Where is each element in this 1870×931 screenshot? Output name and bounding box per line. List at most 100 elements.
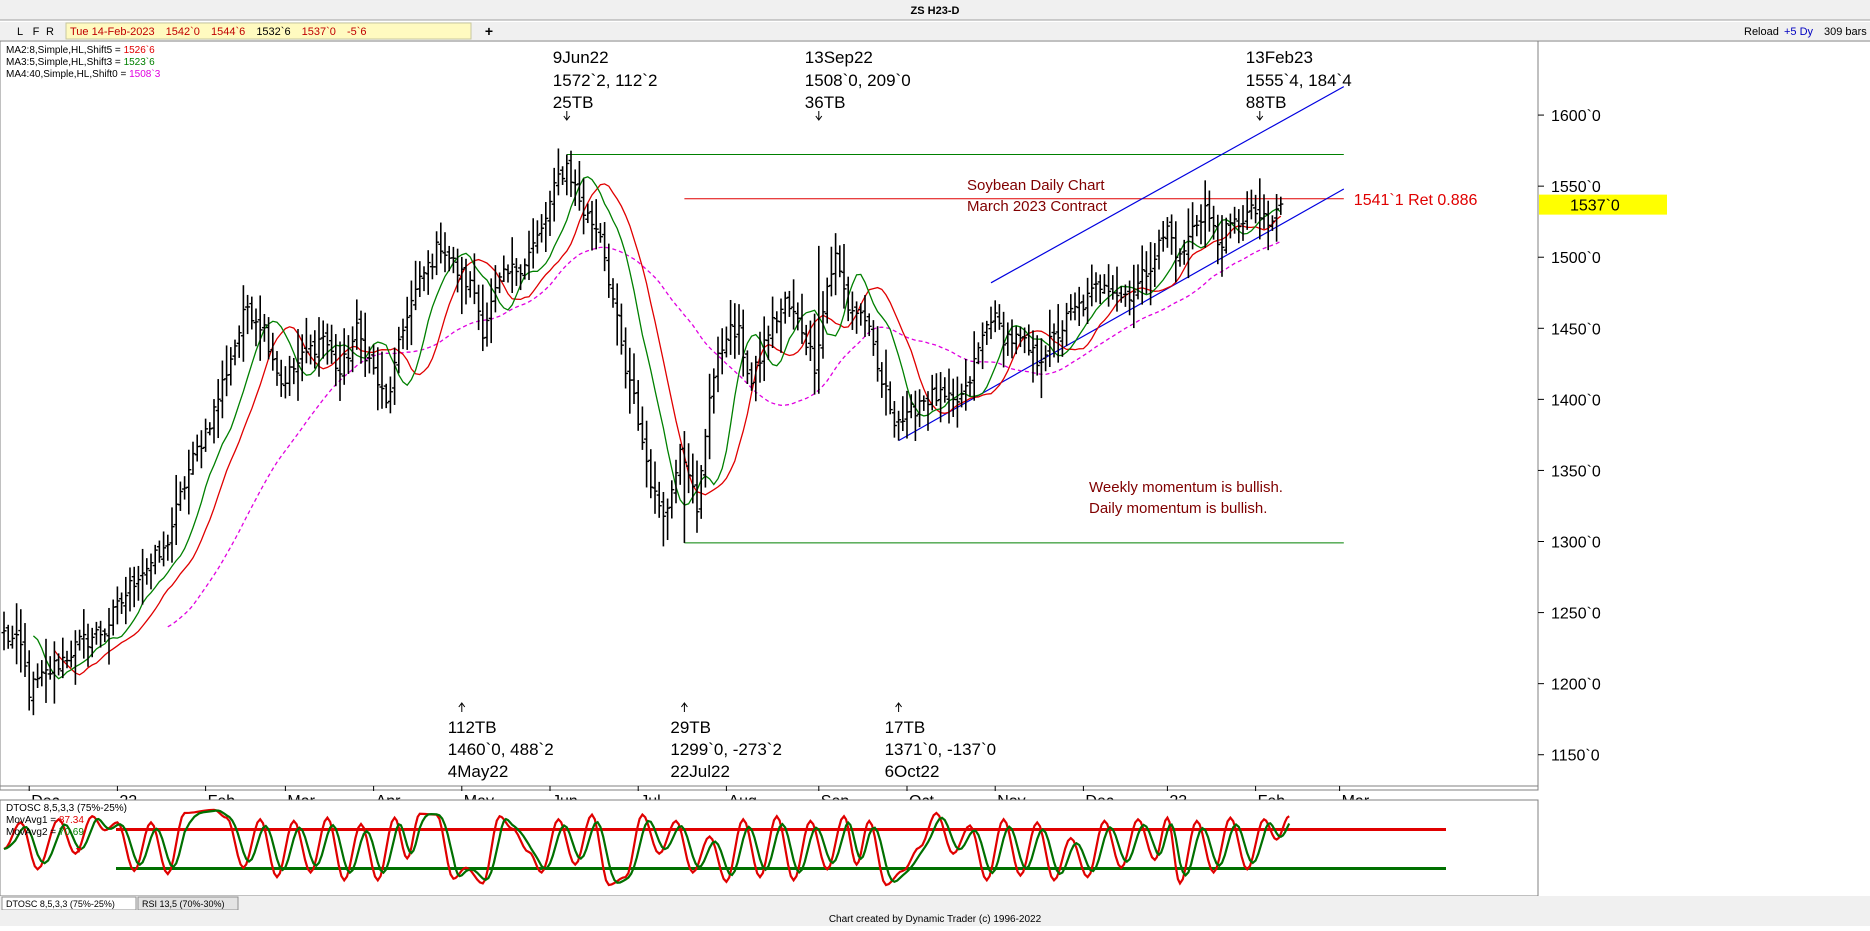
ohlc-bar (602, 222, 608, 272)
y-tick-label: 1600`0 (1551, 108, 1601, 125)
ohlc-bar (870, 320, 876, 356)
ohlc-bar (820, 291, 826, 359)
tab-dtosc[interactable]: DTOSC 8,5,3,3 (75%-25%) (1, 896, 137, 911)
low-pivot-date: 22Jul22 (670, 762, 730, 781)
ohlc-bar (1253, 194, 1259, 224)
ma-legend-value: 1523`6 (124, 56, 156, 68)
ohlc-bar (240, 285, 246, 362)
pivot-annotations: 9Jun22 1572`2, 112`2 25TB 13Sep22 1508`0, 20… (448, 48, 1352, 781)
ohlc-bar (723, 326, 729, 358)
ohlc-bar (707, 373, 713, 460)
ma-legend: MA2:8,Simple,HL,Shift5 = 1526`6MA3:5,Sim… (6, 44, 161, 80)
ohlc-bar (677, 443, 683, 485)
ohlc-bar (1076, 286, 1082, 326)
ohlc-bar (375, 347, 381, 411)
ohlc-bar (1160, 221, 1166, 252)
ma-legend-entry: MA3:5,Simple,HL,Shift3 = 1523`6 (6, 56, 155, 68)
y-tick-label: 1250`0 (1551, 606, 1601, 623)
ohlc-bar (513, 258, 519, 286)
ohlc-bar (623, 327, 629, 389)
ohlc-bar (274, 351, 280, 386)
ohlc-bar (47, 656, 53, 680)
ohlc-bar (266, 317, 272, 360)
ohlc-bar (648, 449, 654, 499)
quote-close: 1537`0 (302, 26, 336, 38)
ohlc-bar (929, 374, 935, 411)
ma-legend-entry: MA4:40,Simple,HL,Shift0 = 1508`3 (6, 68, 161, 80)
ma40-series (167, 240, 1282, 628)
footer-credit: Chart created by Dynamic Trader (c) 1996… (829, 914, 1042, 925)
ohlc-bar (791, 279, 797, 330)
ma8-line (53, 183, 1282, 676)
ohlc-bar (270, 332, 276, 371)
ohlc-bar (127, 567, 133, 612)
ohlc-bar (1026, 324, 1032, 356)
ohlc-bar (992, 300, 998, 333)
ohlc-bar (366, 346, 372, 374)
high-pivot-date: 13Feb23 (1246, 48, 1313, 67)
ohlc-bar (1156, 229, 1162, 270)
tool-button-f[interactable]: F (33, 26, 40, 38)
ohlc-bar (1223, 217, 1229, 254)
trend-channel (898, 86, 1345, 442)
ma5-line (32, 176, 1282, 680)
ohlc-bar (1051, 323, 1057, 358)
last-price-box (1539, 194, 1667, 215)
ohlc-bar (539, 214, 545, 243)
ohlc-bar (644, 420, 650, 488)
ohlc-bar (148, 553, 154, 590)
ohlc-bar (1215, 214, 1221, 265)
tool-button-l-label: L (17, 26, 23, 38)
ohlc-bar (660, 491, 666, 547)
ohlc-bar (396, 326, 402, 374)
ohlc-bar (14, 603, 20, 665)
ohlc-bar (1114, 266, 1120, 312)
ohlc-bar (963, 358, 969, 411)
tool-button-r[interactable]: R (46, 26, 54, 38)
tool-button-l[interactable]: L (17, 26, 23, 38)
ohlc-bar (1236, 209, 1242, 244)
ohlc-bar (1013, 326, 1019, 355)
ohlc-bar (639, 406, 645, 450)
ma-legend-entry: MA2:8,Simple,HL,Shift5 = 1526`6 (6, 44, 155, 56)
quote-low: 1532`6 (256, 26, 290, 38)
quote-change: -5`6 (347, 26, 367, 38)
bars-count: 309 bars (1824, 26, 1867, 38)
title-bar (0, 0, 1870, 20)
ohlc-bar (1143, 251, 1149, 294)
reload-button[interactable]: Reload (1744, 26, 1779, 38)
ohlc-bar (681, 431, 687, 543)
ohlc-bar (1127, 280, 1133, 316)
ohlc-bar (875, 326, 881, 382)
level-label-retracement: 1541`1 Ret 0.886 (1354, 192, 1478, 209)
ohlc-bar (933, 373, 939, 406)
ohlc-bar (9, 625, 15, 649)
ohlc-bar (589, 200, 595, 251)
ohlc-bar (161, 531, 167, 567)
ohlc-bar (1211, 205, 1217, 240)
ohlc-bar (140, 548, 146, 605)
ohlc-bar (1194, 215, 1200, 237)
tab-rsi[interactable]: RSI 13,5 (70%-30%) (137, 896, 239, 911)
osc-movavg1-line (3, 808, 1290, 887)
ohlc-bar (1181, 239, 1187, 265)
ohlc-bar (799, 293, 805, 344)
low-pivot-price: 1299`0, -273`2 (670, 740, 782, 759)
days-button[interactable]: +5 Dy (1784, 26, 1814, 38)
osc-movavg2-line (3, 809, 1291, 884)
ma40-line (167, 240, 1282, 628)
ohlc-bar (980, 322, 986, 370)
ohlc-bar (551, 167, 557, 222)
ohlc-bar (60, 637, 66, 679)
ohlc-bar (308, 334, 314, 365)
chart-title-line1: Soybean Daily Chart (967, 177, 1105, 194)
ohlc-bar (198, 430, 204, 469)
add-tab-button[interactable]: + (485, 23, 493, 39)
ohlc-bar (593, 199, 599, 250)
low-pivot-arrow (895, 702, 902, 712)
ma-legend-value: 1526`6 (124, 44, 156, 56)
ohlc-bar (786, 290, 792, 317)
low-pivot-bars: 17TB (885, 718, 926, 737)
